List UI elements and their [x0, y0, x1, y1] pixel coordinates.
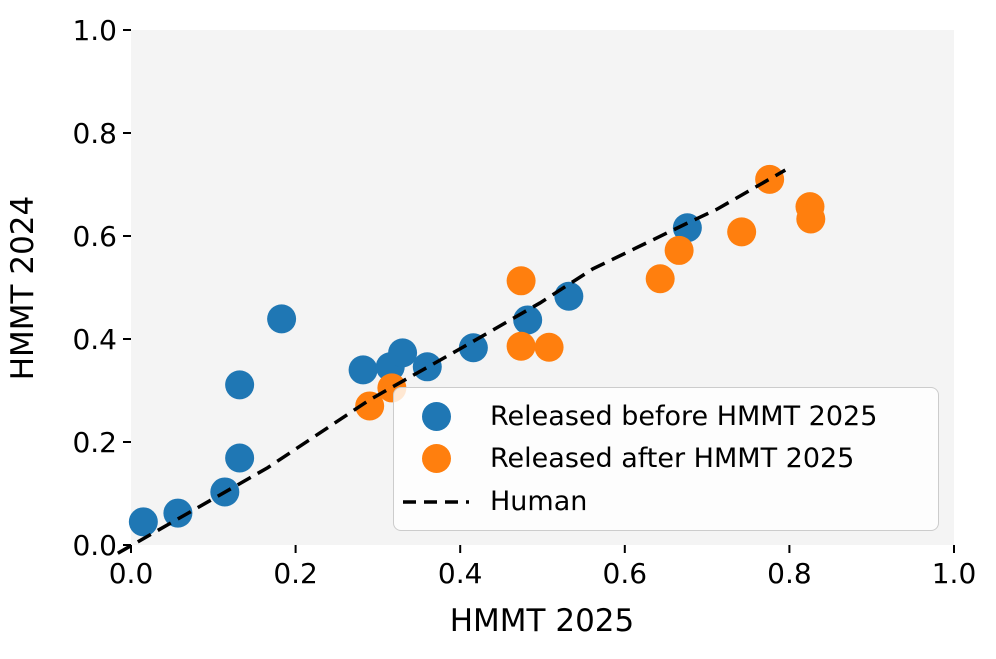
y-tick-label: 0.2: [72, 426, 117, 459]
legend-label-after: Released after HMMT 2025: [490, 443, 855, 475]
scatter-point: [796, 204, 826, 234]
y-tick-label: 0.6: [72, 220, 117, 253]
legend: Released before HMMT 2025 Released after…: [393, 387, 939, 531]
scatter-point: [554, 281, 584, 311]
blue-dot-icon: [421, 401, 451, 431]
scatter-point: [664, 235, 694, 265]
scatter-point: [513, 305, 543, 335]
legend-entry-before: Released before HMMT 2025: [394, 395, 938, 437]
legend-label-human: Human: [490, 486, 588, 518]
orange-dot-icon: [421, 444, 451, 474]
x-tick-label: 0.0: [109, 557, 154, 590]
scatter-point: [348, 355, 378, 385]
y-tick-label: 0.0: [72, 529, 117, 562]
scatter-point: [755, 164, 785, 194]
scatter-point: [727, 217, 757, 247]
dashed-line-icon: [403, 499, 469, 504]
scatter-point: [225, 370, 255, 400]
scatter-point: [163, 498, 193, 528]
scatter-point: [412, 352, 442, 382]
x-axis-label: HMMT 2025: [449, 603, 635, 639]
y-tick-label: 0.8: [72, 117, 117, 150]
y-axis-label: HMMT 2024: [5, 195, 41, 381]
scatter-point: [458, 333, 488, 363]
x-tick-label: 0.2: [273, 557, 318, 590]
scatter-point: [388, 338, 418, 368]
y-tick-label: 0.4: [72, 323, 117, 356]
y-tick-label: 1.0: [72, 14, 117, 47]
legend-label-before: Released before HMMT 2025: [490, 400, 878, 432]
scatter-point: [267, 304, 297, 334]
scatter-point: [534, 332, 564, 362]
scatter-point: [225, 443, 255, 473]
human-baseline-line: [116, 168, 787, 555]
scatter-point: [128, 507, 158, 537]
x-tick-label: 0.8: [767, 557, 812, 590]
scatter-point: [355, 391, 385, 421]
legend-entry-after: Released after HMMT 2025: [394, 438, 938, 480]
scatter-point: [506, 331, 536, 361]
scatter-point: [645, 264, 675, 294]
scatter-point: [672, 213, 702, 243]
x-tick-label: 1.0: [932, 557, 977, 590]
x-tick-label: 0.6: [603, 557, 648, 590]
legend-entry-human: Human: [394, 481, 938, 523]
x-tick-label: 0.4: [438, 557, 483, 590]
scatter-point: [506, 266, 536, 296]
